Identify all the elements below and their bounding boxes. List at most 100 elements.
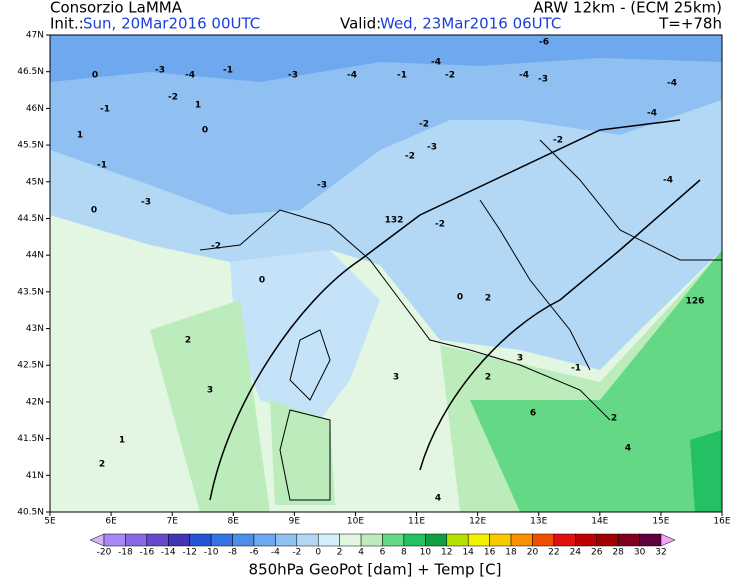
colorbar-box bbox=[575, 533, 597, 547]
contour-label: -1 bbox=[223, 66, 233, 76]
colorbar-label: 2 bbox=[337, 548, 343, 558]
contour-label: 0 bbox=[91, 206, 97, 216]
contour-label: -1 bbox=[100, 105, 110, 115]
colorbar-box bbox=[103, 533, 126, 547]
contour-label: -3 bbox=[427, 143, 437, 153]
contour-label: -2 bbox=[445, 71, 455, 81]
init-time: Sun, 20Mar2016 00UTC bbox=[83, 15, 260, 33]
valid-label: Valid: bbox=[340, 15, 381, 33]
model: ARW 12km - (ECM 25km) bbox=[533, 0, 722, 17]
contour-label: -4 bbox=[663, 176, 673, 186]
lon-label: 10E bbox=[347, 517, 364, 527]
map-fields bbox=[50, 35, 722, 512]
contour-label: -3 bbox=[317, 181, 327, 191]
coastlines bbox=[199, 119, 722, 501]
contour-label: 4 bbox=[435, 494, 441, 504]
contour-label: -2 bbox=[405, 152, 415, 162]
contour-label: -2 bbox=[419, 120, 429, 130]
coast-tyrrhenian bbox=[199, 209, 611, 421]
colorbar-label: 14 bbox=[462, 548, 474, 558]
coast-corsica bbox=[289, 329, 331, 401]
field-west bbox=[150, 300, 270, 512]
contour-label: 1 bbox=[77, 131, 83, 141]
valid-time: Wed, 23Mar2016 06UTC bbox=[380, 15, 561, 33]
contour-label: -1 bbox=[97, 161, 107, 171]
contour-label: -3 bbox=[155, 66, 165, 76]
colorbar-box bbox=[553, 533, 576, 547]
contour-label: -4 bbox=[431, 58, 441, 68]
lon-label: 16E bbox=[713, 517, 730, 527]
lat-label: 46.5N bbox=[17, 67, 44, 77]
contour-label: -1 bbox=[571, 364, 581, 374]
contour-label: 2 bbox=[485, 294, 491, 304]
contour-label: -2 bbox=[168, 93, 178, 103]
colorbar-label: 28 bbox=[612, 548, 624, 558]
contour-label: -4 bbox=[647, 109, 657, 119]
contour-label: 1 bbox=[195, 101, 201, 111]
lon-label: 8E bbox=[228, 517, 240, 527]
contour-label: 3 bbox=[207, 386, 213, 396]
lon-label: 9E bbox=[289, 517, 301, 527]
colorbar-label: 8 bbox=[401, 548, 407, 558]
contour-label: 0 bbox=[457, 293, 463, 303]
axes: 47N 46.5N 46N 45.5N 45N 44.5N 44N 43.5N 43N 42.5N… bbox=[17, 31, 731, 527]
lon-label: 5E bbox=[44, 517, 56, 527]
colorbar-box bbox=[317, 533, 340, 547]
contour-label: 3 bbox=[517, 354, 523, 364]
geopot-contour bbox=[419, 179, 701, 471]
colorbar-end bbox=[660, 533, 676, 547]
lat-label: 46N bbox=[26, 104, 44, 114]
colorbar-label: -12 bbox=[182, 548, 197, 558]
colorbar-box bbox=[510, 533, 533, 547]
lon-label: 15E bbox=[652, 517, 669, 527]
colorbar-label: 26 bbox=[591, 548, 603, 558]
colorbar-box bbox=[275, 533, 298, 547]
lon-label: 14E bbox=[591, 517, 608, 527]
coast-adriatic bbox=[479, 199, 591, 371]
colorbar-end bbox=[89, 533, 105, 547]
contour-label: -3 bbox=[141, 198, 151, 208]
colorbar-label: -6 bbox=[249, 548, 258, 558]
colorbar-label: 4 bbox=[358, 548, 364, 558]
lat-label: 44.5N bbox=[17, 214, 44, 224]
lead-time: T=+78h bbox=[658, 15, 722, 33]
field-colder bbox=[50, 35, 722, 215]
colorbar-label: 24 bbox=[570, 548, 582, 558]
lat-label: 44N bbox=[26, 251, 44, 261]
contour-label: 2 bbox=[185, 336, 191, 346]
lon-label: 6E bbox=[105, 517, 117, 527]
lat-label: 40.5N bbox=[17, 508, 44, 518]
colorbar-label: 18 bbox=[505, 548, 517, 558]
colorbar-box bbox=[210, 533, 233, 547]
contour-label: 3 bbox=[393, 373, 399, 383]
colorbar-box bbox=[425, 533, 448, 547]
colorbar-box bbox=[339, 533, 362, 547]
coast-dalmatia bbox=[539, 139, 722, 261]
coast-sardinia bbox=[279, 409, 331, 501]
colorbar-label: -8 bbox=[228, 548, 237, 558]
colorbar-box bbox=[360, 533, 383, 547]
contour-label: -2 bbox=[435, 220, 445, 230]
colorbar-label: 6 bbox=[380, 548, 386, 558]
colorbar-label: -2 bbox=[292, 548, 301, 558]
colorbar-box bbox=[617, 533, 640, 547]
colorbar-box bbox=[125, 533, 148, 547]
contour-labels: 0 -3 -4 -1 -2 -1 1 0 1 -1 -3 -4 -1 -4 -2 -6 -4 -3 -4 -4 -2 -2… bbox=[77, 38, 705, 504]
lat-label: 45.5N bbox=[17, 141, 44, 151]
contour-label: 2 bbox=[99, 460, 105, 470]
lat-label: 42N bbox=[26, 397, 44, 407]
colorbar-label: 32 bbox=[655, 548, 666, 558]
contour-label: -3 bbox=[538, 75, 548, 85]
colorbar: -20 -18 -16 -14 -12 -10 -8 -6 -4 -2 0 2 4 6 8 10 12 14 16 1… bbox=[89, 533, 676, 558]
lon-label: 12E bbox=[469, 517, 486, 527]
colorbar-box bbox=[403, 533, 426, 547]
field-tyrrhenian bbox=[230, 250, 380, 420]
lon-label: 7E bbox=[166, 517, 178, 527]
init-label: Init.: bbox=[50, 15, 84, 33]
contour-label: 0 bbox=[92, 71, 98, 81]
lat-label: 47N bbox=[26, 31, 44, 41]
colorbar-box bbox=[446, 533, 469, 547]
contour-label: 126 bbox=[686, 297, 705, 307]
contour-label: 4 bbox=[625, 444, 631, 454]
contour-label: -4 bbox=[667, 79, 677, 89]
